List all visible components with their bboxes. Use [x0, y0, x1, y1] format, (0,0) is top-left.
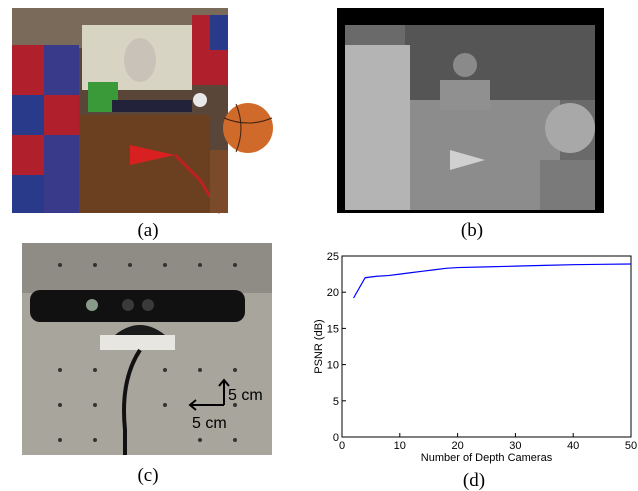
data-line [354, 264, 631, 298]
photo-kinect: 5 cm 5 cm (c) [22, 243, 272, 486]
caption: (b) [461, 220, 483, 241]
x-tick-label: 30 [509, 440, 521, 452]
figure: (a) (b) 5 cm 5 cm (c) [0, 0, 638, 491]
photo-depth-map: (b) [337, 8, 604, 241]
caption: (d) [463, 470, 485, 491]
y-tick-label: 10 [327, 360, 339, 372]
photo-scene: (a) [12, 8, 273, 241]
annotation: 5 cm [228, 387, 263, 404]
annotation: 5 cm [192, 415, 227, 432]
x-tick-label: 10 [394, 440, 406, 452]
x-tick-label: 40 [567, 440, 579, 452]
y-tick-label: 5 [333, 396, 339, 408]
x-tick-label: 0 [339, 440, 345, 452]
x-tick-label: 50 [625, 440, 637, 452]
y-tick-label: 15 [327, 323, 339, 335]
y-tick-label: 20 [327, 287, 339, 299]
y-axis-label: PSNR (dB) [313, 319, 325, 373]
y-tick-label: 25 [327, 251, 339, 263]
x-tick-label: 20 [451, 440, 463, 452]
x-axis-label: Number of Depth Cameras [421, 452, 553, 464]
plot-frame [342, 256, 631, 437]
caption: (a) [137, 220, 158, 241]
caption: (c) [137, 465, 158, 486]
